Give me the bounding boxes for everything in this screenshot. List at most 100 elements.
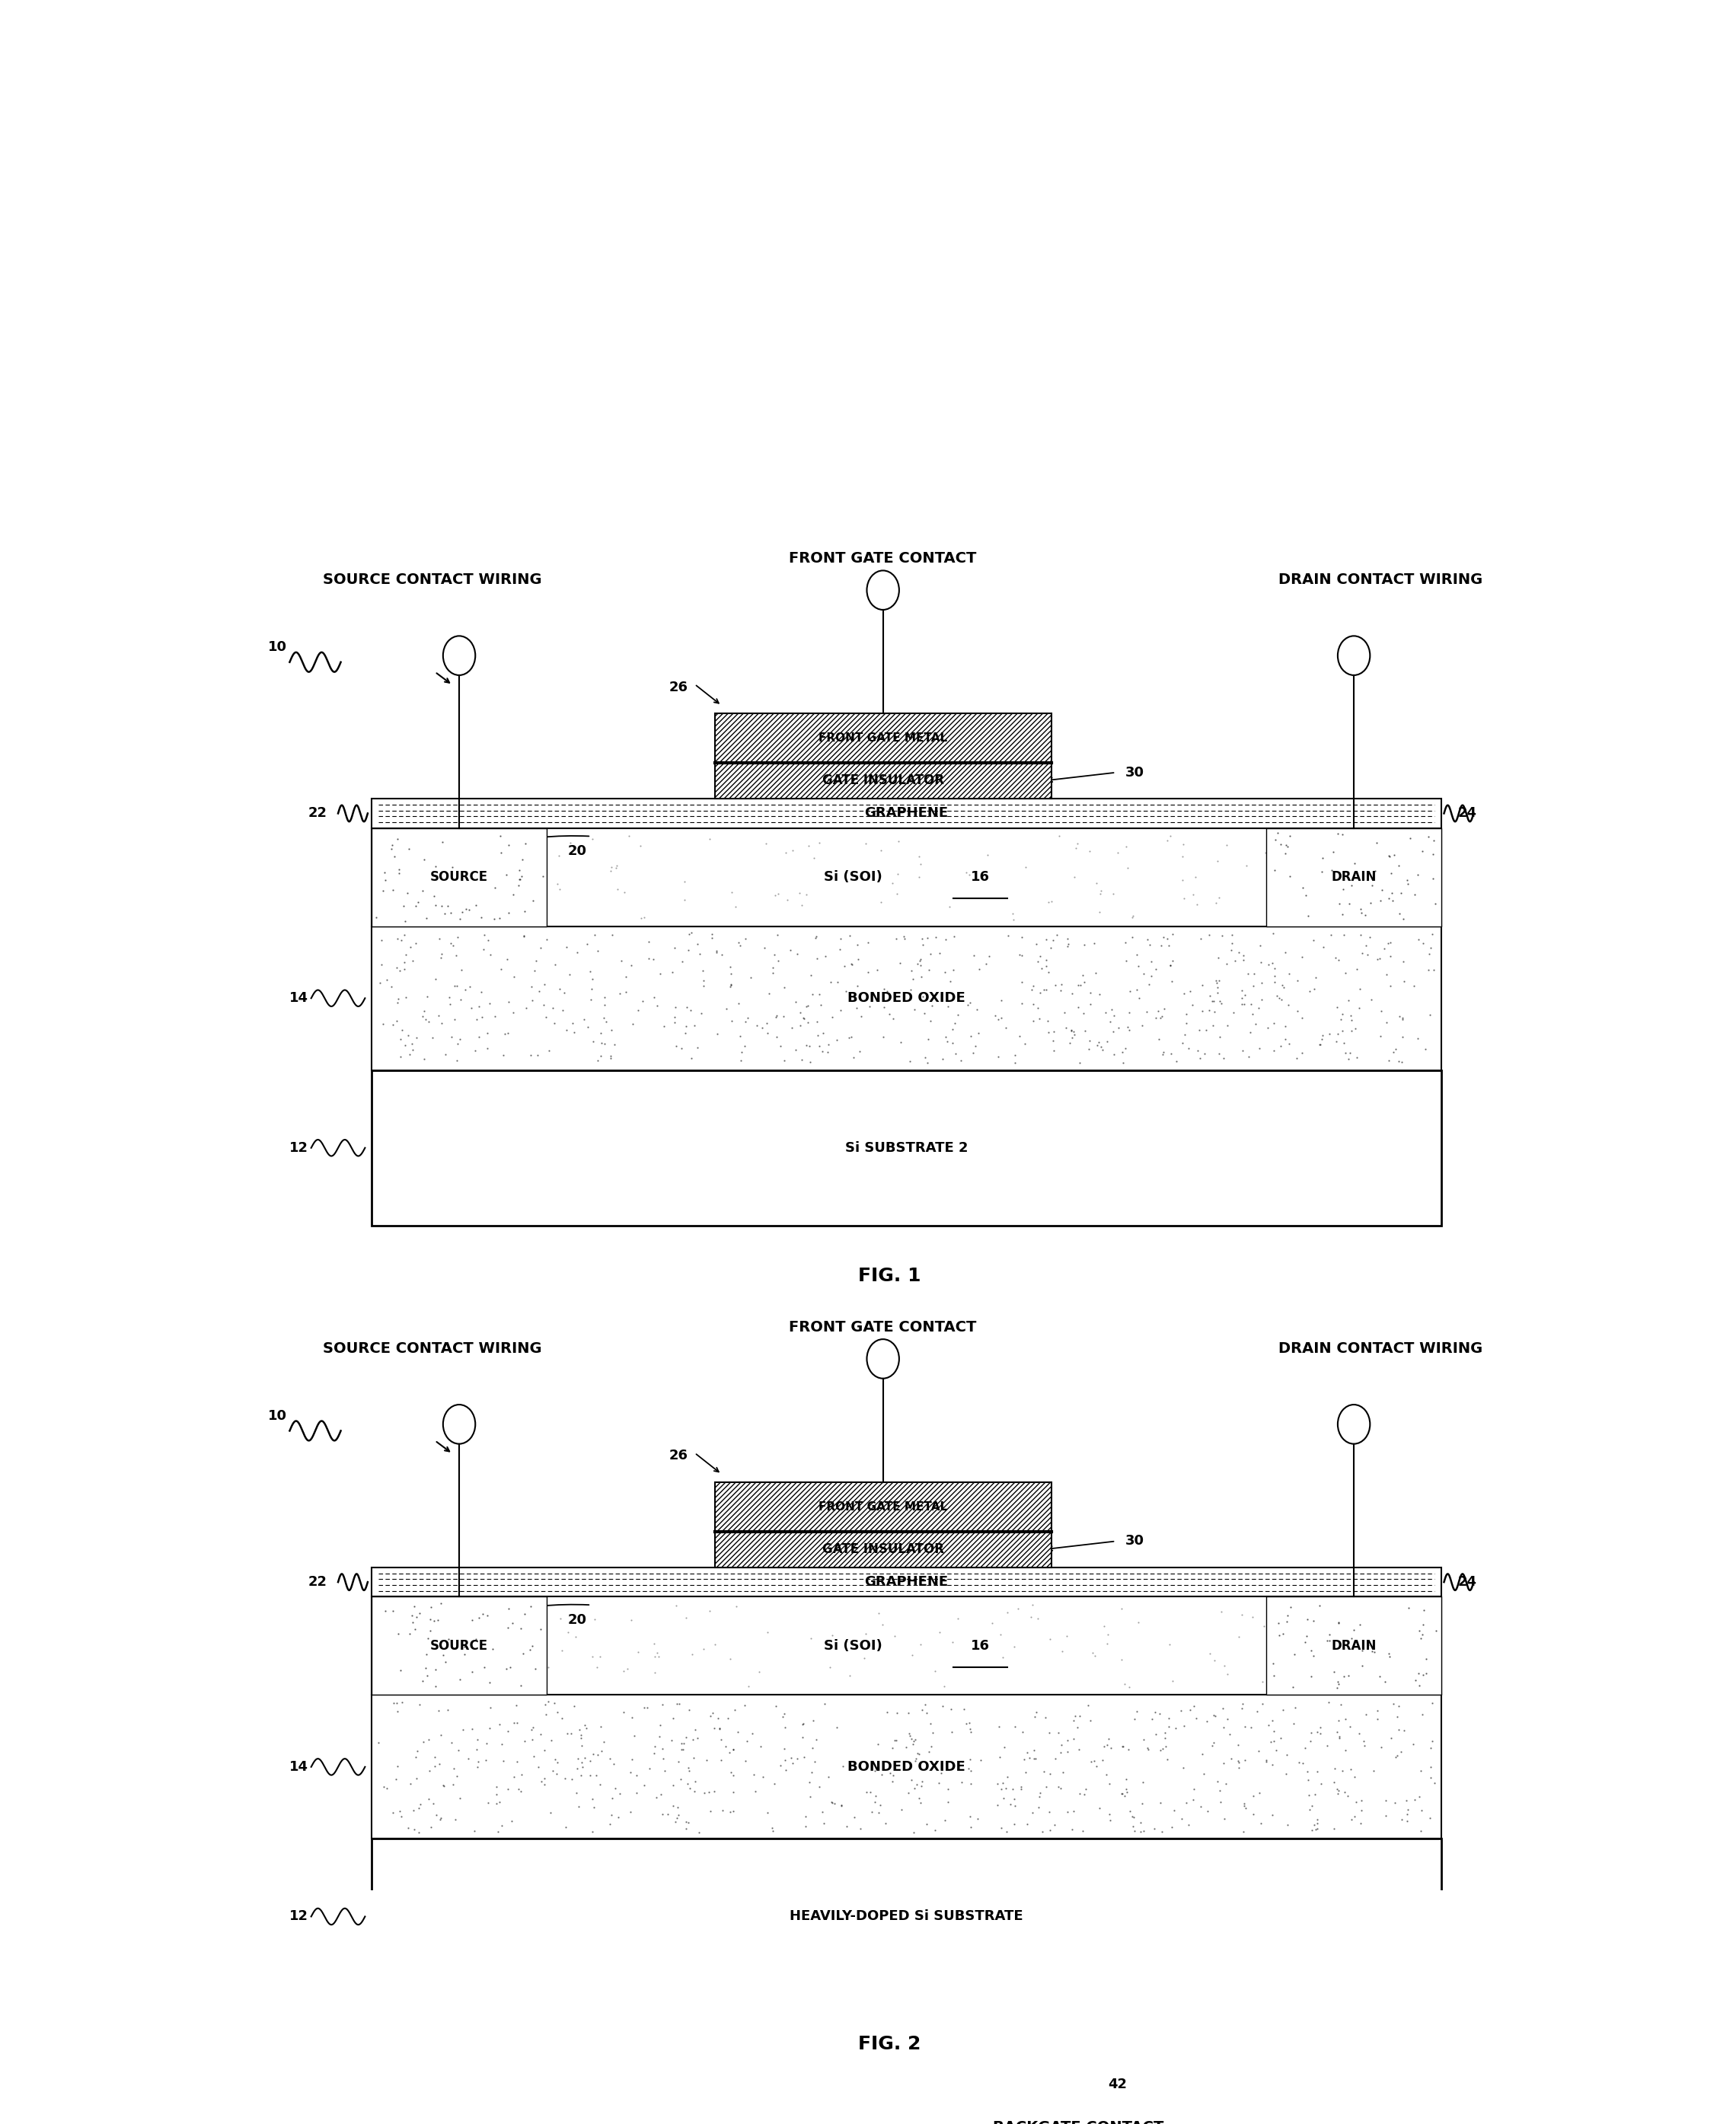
Point [1378, 884, 1406, 918]
Point [1394, 1797, 1422, 1831]
Point [1005, 1020, 1033, 1054]
Point [998, 896, 1026, 930]
Point [398, 1026, 425, 1060]
Point [465, 1599, 493, 1633]
Point [1347, 1784, 1375, 1818]
Point [1187, 922, 1215, 956]
Point [1047, 1735, 1075, 1769]
Point [446, 983, 474, 1017]
Point [1366, 1659, 1394, 1693]
Point [1319, 1655, 1347, 1689]
Point [957, 1810, 984, 1844]
Point [991, 1771, 1019, 1805]
Point [1368, 1731, 1396, 1765]
Point [1401, 1663, 1429, 1697]
Point [804, 941, 832, 975]
Point [1054, 922, 1082, 956]
Point [818, 1618, 845, 1652]
Point [1213, 947, 1241, 981]
Point [1017, 1599, 1045, 1633]
Point [503, 1623, 531, 1657]
Point [1180, 1771, 1208, 1805]
Point [1404, 1022, 1432, 1056]
Point [1422, 886, 1450, 920]
Point [1340, 1799, 1368, 1833]
Point [531, 966, 559, 1000]
Point [505, 1604, 533, 1638]
Point [1335, 1659, 1363, 1693]
Point [547, 1601, 575, 1635]
Point [417, 1601, 444, 1635]
Point [873, 1695, 901, 1729]
Point [531, 1767, 559, 1801]
Point [1330, 1659, 1358, 1693]
Point [694, 1776, 722, 1810]
Point [1406, 1669, 1434, 1703]
Point [1158, 1810, 1186, 1844]
Point [1326, 888, 1354, 922]
Point [1347, 1793, 1375, 1827]
Point [1375, 833, 1403, 867]
Point [1189, 969, 1217, 1003]
Point [937, 1716, 965, 1750]
Point [1130, 1723, 1158, 1757]
Point [1160, 1795, 1187, 1829]
Point [1337, 1037, 1364, 1070]
Point [417, 826, 444, 860]
Point [1111, 1032, 1139, 1066]
Point [1293, 1618, 1321, 1652]
Point [753, 1007, 781, 1041]
Bar [372, 828, 547, 926]
Point [786, 875, 814, 909]
Point [422, 888, 450, 922]
Point [483, 1769, 510, 1803]
Point [1191, 1037, 1219, 1070]
Point [646, 1708, 674, 1742]
Point [1208, 918, 1236, 952]
Point [1019, 1587, 1047, 1621]
Point [1231, 1744, 1259, 1778]
Point [1385, 1712, 1413, 1746]
Point [1054, 928, 1082, 962]
Point [604, 1801, 632, 1835]
Point [510, 918, 538, 952]
Point [1042, 1742, 1069, 1776]
Point [601, 1746, 628, 1780]
Point [986, 1740, 1014, 1774]
Point [764, 918, 792, 952]
Point [1391, 1714, 1418, 1748]
Point [462, 1034, 490, 1068]
Point [399, 1606, 427, 1640]
Text: GATE INSULATOR: GATE INSULATOR [823, 773, 944, 788]
Point [1179, 988, 1207, 1022]
Point [898, 954, 925, 988]
Point [495, 1610, 523, 1644]
Point [458, 888, 486, 922]
Point [1009, 988, 1036, 1022]
Point [1024, 945, 1052, 979]
Point [1220, 996, 1248, 1030]
Point [556, 958, 583, 992]
Point [427, 888, 455, 922]
Point [1189, 1757, 1217, 1791]
Point [391, 901, 418, 935]
Point [1377, 926, 1404, 960]
Point [1292, 1731, 1319, 1765]
Point [377, 971, 404, 1005]
Point [1354, 939, 1382, 973]
Point [486, 1708, 514, 1742]
Point [771, 1710, 799, 1744]
Point [1387, 877, 1415, 911]
Point [1200, 1725, 1227, 1759]
Point [448, 894, 476, 928]
Point [1040, 1808, 1068, 1842]
Point [1149, 1037, 1177, 1070]
Point [1328, 1003, 1356, 1037]
Point [1288, 1000, 1316, 1034]
Point [384, 1005, 411, 1039]
Point [684, 1030, 712, 1064]
Point [679, 1723, 707, 1757]
Point [1272, 828, 1300, 862]
Point [417, 1614, 444, 1648]
Point [1420, 1765, 1448, 1799]
